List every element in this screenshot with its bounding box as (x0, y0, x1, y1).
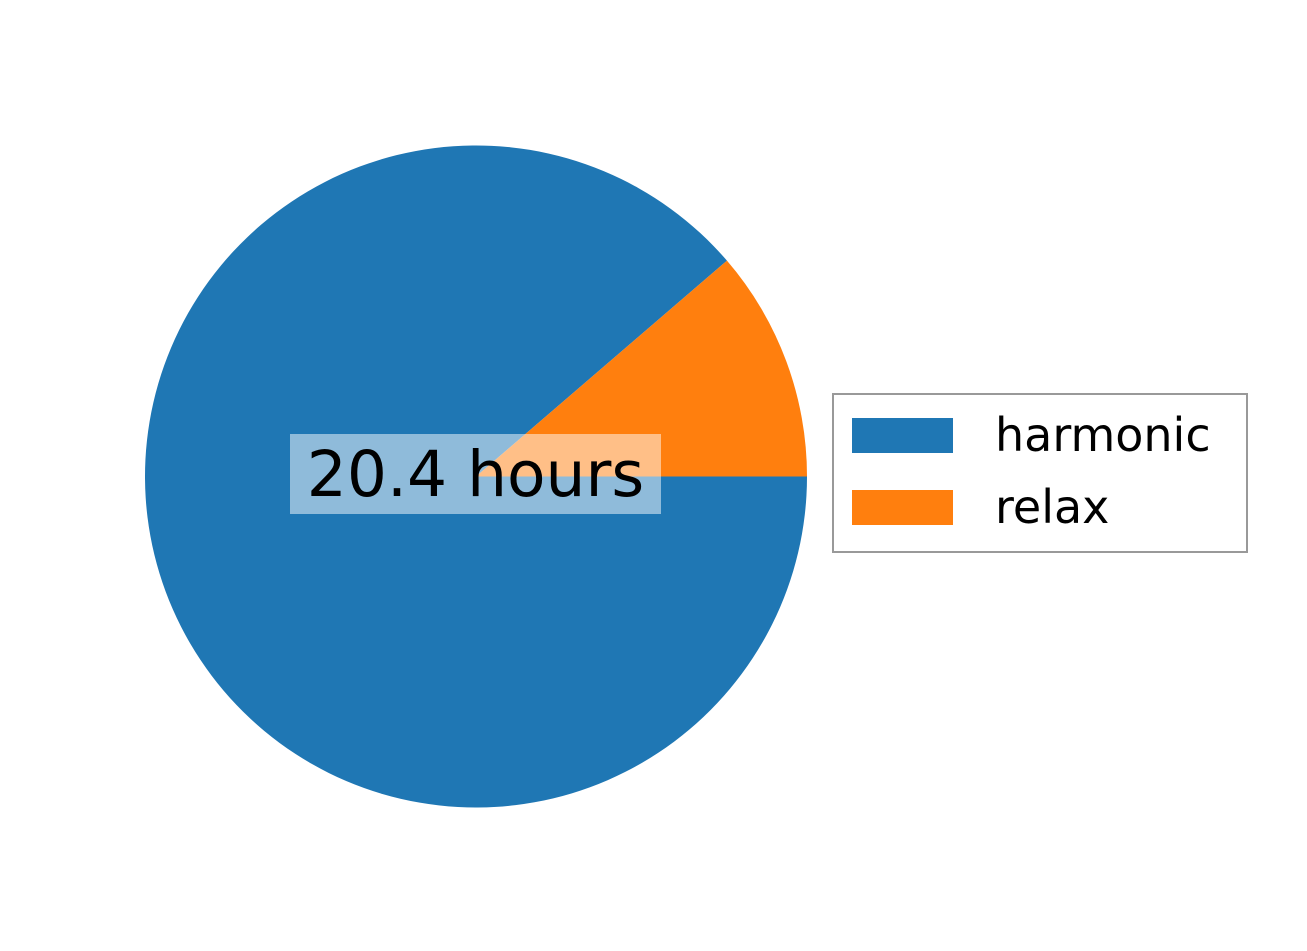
pie-center-label-text: 20.4 hours (306, 437, 645, 511)
pie-slice-relax[interactable] (476, 260, 807, 477)
legend-label-relax: relax (995, 480, 1110, 534)
legend-swatch-harmonic (852, 417, 953, 453)
legend-item-relax[interactable]: relax (852, 479, 1109, 535)
legend-item-harmonic[interactable]: harmonic (852, 407, 1211, 463)
chart-legend: harmonic relax (832, 393, 1248, 553)
legend-swatch-relax (852, 489, 953, 525)
pie-center-label: 20.4 hours (290, 434, 661, 514)
legend-label-harmonic: harmonic (995, 408, 1211, 462)
